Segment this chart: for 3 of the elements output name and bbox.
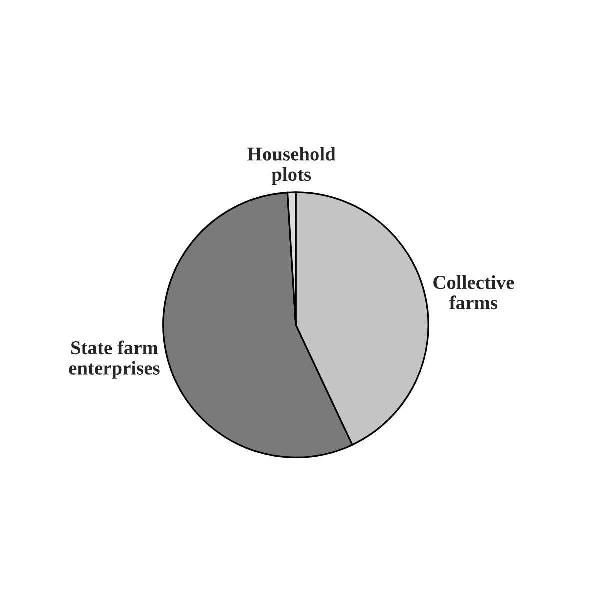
- slice-label: Collective farms: [434, 276, 514, 310]
- slice-label: Household plots: [248, 147, 336, 186]
- slice-label: State farm enterprises: [69, 340, 160, 379]
